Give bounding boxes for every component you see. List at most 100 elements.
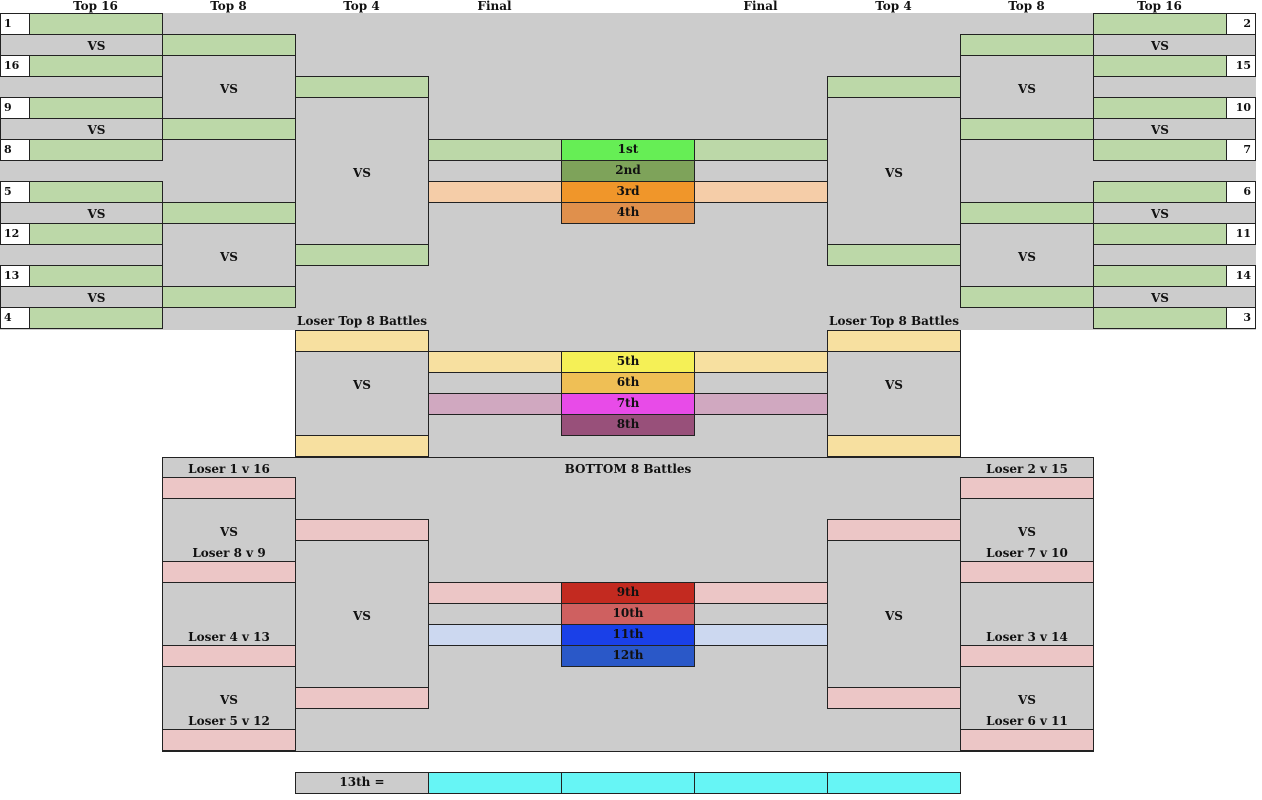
placement-6th: 6th <box>561 372 695 394</box>
top8-right-slot-1[interactable] <box>960 34 1094 56</box>
vs-label: VS <box>1151 39 1169 53</box>
top16-left-slot-1[interactable] <box>29 13 163 35</box>
seed-left-1: 1 <box>0 13 30 35</box>
top16-right-slot-7[interactable] <box>1093 265 1227 287</box>
top16-right-slot-1[interactable] <box>1093 13 1227 35</box>
final-left-gap-3 <box>428 603 562 625</box>
bottom8-right-divider-3 <box>960 666 1094 730</box>
placement-1st: 1st <box>561 139 695 161</box>
top4-right-slot-2[interactable] <box>827 244 961 266</box>
top16-left-slot-2[interactable] <box>29 55 163 77</box>
loser-top8-left-slot-2[interactable] <box>295 435 429 457</box>
final-left-11th-12th[interactable] <box>428 624 562 646</box>
loser-label-right-4: Loser 6 v 11 <box>986 714 1068 728</box>
final-left-3rd-4th[interactable] <box>428 181 562 203</box>
header-top8-right: Top 8 <box>1008 0 1045 13</box>
loser-top8-left-match <box>295 351 429 436</box>
header-top4-right: Top 4 <box>875 0 912 13</box>
final-right-gap-3 <box>694 603 828 625</box>
final-right-5th-6th[interactable] <box>694 351 828 373</box>
top16-right-slot-6[interactable] <box>1093 223 1227 245</box>
vs-label: VS <box>353 378 371 392</box>
bottom8-title: BOTTOM 8 Battles <box>564 462 692 476</box>
top8-right-slot-3[interactable] <box>960 202 1094 224</box>
bottom8-right-semi-slot-2[interactable] <box>827 687 961 709</box>
placement-7th: 7th <box>561 393 695 415</box>
top4-right-slot-1[interactable] <box>827 76 961 98</box>
top16-right-slot-5[interactable] <box>1093 181 1227 203</box>
loser-top8-title-right: Loser Top 8 Battles <box>829 314 959 328</box>
top8-right-match-2 <box>960 223 1094 287</box>
placement-11th: 11th <box>561 624 695 646</box>
top16-left-slot-5[interactable] <box>29 181 163 203</box>
final-right-11th-12th[interactable] <box>694 624 828 646</box>
final-right-7th-8th[interactable] <box>694 393 828 415</box>
seed-right-1: 2 <box>1226 13 1256 35</box>
bottom8-right-divider-1 <box>960 498 1094 562</box>
top16-left-slot-7[interactable] <box>29 265 163 287</box>
placement-2nd: 2nd <box>561 160 695 182</box>
final-right-1st-2nd[interactable] <box>694 139 828 161</box>
top4-left-slot-1[interactable] <box>295 76 429 98</box>
bottom8-left-slot-3[interactable] <box>162 645 296 667</box>
top8-right-slot-2[interactable] <box>960 118 1094 140</box>
loser-top8-right-slot-2[interactable] <box>827 435 961 457</box>
top8-left-slot-1[interactable] <box>162 34 296 56</box>
top8-right-slot-4[interactable] <box>960 286 1094 308</box>
loser-top8-right-slot-1[interactable] <box>827 330 961 352</box>
final-left-1st-2nd[interactable] <box>428 139 562 161</box>
bottom8-left-slot-4[interactable] <box>162 729 296 751</box>
vs-label: VS <box>353 609 371 623</box>
loser-label-left-3: Loser 4 v 13 <box>188 630 270 644</box>
final-right-3rd-4th[interactable] <box>694 181 828 203</box>
bottom8-left-slot-2[interactable] <box>162 561 296 583</box>
final-left-5th-6th[interactable] <box>428 351 562 373</box>
bottom8-left-slot-1[interactable] <box>162 477 296 499</box>
vs-label: VS <box>885 166 903 180</box>
bottom8-right-slot-4[interactable] <box>960 729 1094 751</box>
top16-left-slot-6[interactable] <box>29 223 163 245</box>
top16-right-slot-3[interactable] <box>1093 97 1227 119</box>
top16-left-slot-8[interactable] <box>29 307 163 329</box>
final-left-gap <box>428 160 562 182</box>
vs-label: VS <box>885 378 903 392</box>
thirteenth-slot-2[interactable] <box>561 772 695 794</box>
vs-label: VS <box>220 82 238 96</box>
bottom8-right-semi-slot-1[interactable] <box>827 519 961 541</box>
seed-left-6: 12 <box>0 223 30 245</box>
top16-right-match-1 <box>1093 34 1256 56</box>
top16-right-slot-8[interactable] <box>1093 307 1227 329</box>
top8-left-slot-4[interactable] <box>162 286 296 308</box>
bottom8-left-semi-slot-1[interactable] <box>295 519 429 541</box>
thirteenth-label: 13th = <box>295 772 429 794</box>
header-final-right: Final <box>743 0 778 13</box>
bottom8-right-slot-2[interactable] <box>960 561 1094 583</box>
top8-left-slot-3[interactable] <box>162 202 296 224</box>
bottom8-left-divider-3 <box>162 666 296 730</box>
seed-right-4: 7 <box>1226 139 1256 161</box>
final-left-9th-10th[interactable] <box>428 582 562 604</box>
bottom8-right-slot-1[interactable] <box>960 477 1094 499</box>
final-right-9th-10th[interactable] <box>694 582 828 604</box>
bottom8-right-slot-3[interactable] <box>960 645 1094 667</box>
top4-left-slot-2[interactable] <box>295 244 429 266</box>
top8-left-slot-2[interactable] <box>162 118 296 140</box>
placement-9th: 9th <box>561 582 695 604</box>
vs-label: VS <box>87 123 106 137</box>
top16-right-slot-4[interactable] <box>1093 139 1227 161</box>
thirteenth-slot-3[interactable] <box>694 772 828 794</box>
final-left-7th-8th[interactable] <box>428 393 562 415</box>
top16-left-slot-4[interactable] <box>29 139 163 161</box>
seed-left-4: 8 <box>0 139 30 161</box>
top16-right-slot-2[interactable] <box>1093 55 1227 77</box>
thirteenth-slot-4[interactable] <box>827 772 961 794</box>
placement-5th: 5th <box>561 351 695 373</box>
loser-top8-left-slot-1[interactable] <box>295 330 429 352</box>
vs-label: VS <box>87 291 106 305</box>
top16-left-slot-3[interactable] <box>29 97 163 119</box>
bottom8-left-semi-slot-2[interactable] <box>295 687 429 709</box>
placement-8th: 8th <box>561 414 695 436</box>
thirteenth-slot-1[interactable] <box>428 772 562 794</box>
vs-label: VS <box>1151 123 1169 137</box>
